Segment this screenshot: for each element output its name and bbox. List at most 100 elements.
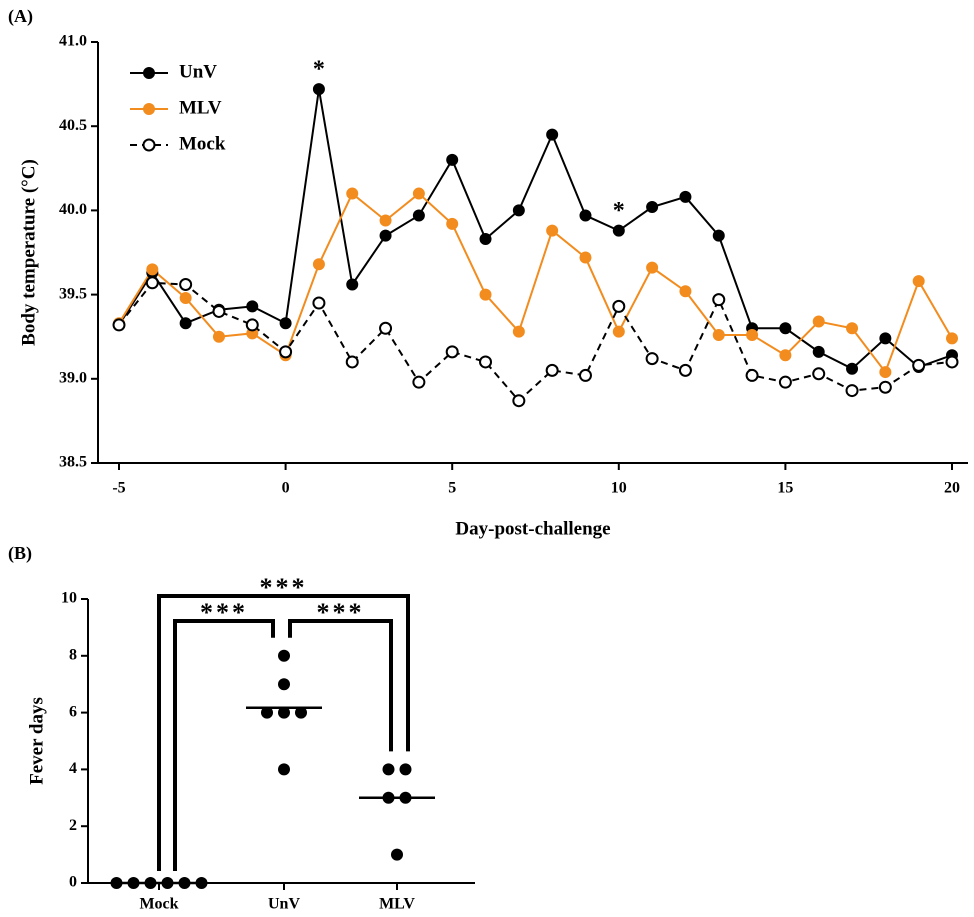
y-tick-label: 39.0 — [59, 369, 87, 386]
data-point — [512, 394, 526, 408]
data-point — [446, 217, 459, 230]
data-point — [412, 375, 426, 389]
data-point — [261, 706, 273, 719]
data-point — [612, 325, 625, 338]
y-tick-label: 6 — [69, 703, 77, 720]
annotation: * — [613, 198, 625, 224]
x-tick-label: -5 — [112, 480, 125, 497]
data-point — [346, 187, 359, 200]
x-tick-label: MLV — [379, 896, 415, 913]
legend-marker — [143, 103, 155, 115]
data-point — [312, 83, 325, 96]
y-tick-label: 0 — [69, 874, 77, 891]
significance-bracket — [173, 619, 275, 871]
legend-marker — [142, 138, 156, 152]
data-point — [479, 288, 492, 301]
data-point — [546, 224, 559, 237]
y-tick-label: 41.0 — [59, 33, 87, 50]
y-axis-label: Fever days — [26, 697, 47, 785]
data-point — [646, 201, 659, 214]
data-point — [145, 276, 159, 290]
data-point — [179, 317, 192, 330]
data-point — [110, 877, 123, 889]
data-point — [946, 332, 958, 345]
data-point — [446, 153, 459, 166]
data-point — [512, 204, 525, 217]
data-point — [945, 355, 959, 369]
data-point — [745, 368, 759, 382]
panel-label: (A) — [8, 6, 33, 27]
legend-label: UnV — [179, 61, 217, 82]
data-point — [345, 355, 359, 369]
data-point — [479, 233, 492, 246]
legend-label: Mock — [179, 133, 226, 154]
data-point — [545, 363, 559, 377]
data-point — [612, 299, 626, 313]
data-point — [179, 291, 192, 304]
data-point — [578, 368, 592, 382]
data-point — [379, 229, 392, 242]
data-point — [746, 329, 759, 342]
data-point — [391, 848, 403, 861]
data-point — [645, 352, 659, 366]
y-axis-label: Body temperature (°C) — [18, 159, 39, 346]
data-point — [295, 706, 307, 719]
x-tick-label: Mock — [139, 896, 178, 913]
data-point — [779, 349, 792, 362]
data-point — [245, 318, 259, 332]
data-point — [312, 296, 326, 310]
data-point — [278, 763, 290, 776]
x-tick-label: 5 — [448, 480, 456, 497]
y-tick-label: 40.5 — [59, 117, 87, 134]
data-point — [912, 358, 926, 372]
data-point — [412, 209, 425, 222]
data-point — [579, 209, 592, 222]
data-point — [379, 214, 392, 227]
x-tick-label: 0 — [282, 480, 290, 497]
x-tick-label: 10 — [611, 480, 627, 497]
data-point — [846, 362, 859, 375]
x-tick-label: 20 — [944, 480, 960, 497]
data-point — [846, 322, 859, 335]
x-tick-label: UnV — [268, 896, 300, 913]
data-point — [412, 187, 425, 200]
data-point — [812, 345, 825, 358]
significance-label: *** — [200, 598, 248, 627]
y-tick-label: 38.5 — [59, 454, 87, 471]
data-point — [146, 263, 159, 276]
legend-marker — [143, 67, 155, 79]
data-point — [712, 229, 725, 242]
data-point — [878, 380, 892, 394]
series-line — [118, 88, 953, 370]
data-point — [179, 277, 193, 291]
y-tick-label: 40.0 — [59, 201, 87, 218]
y-tick-label: 4 — [69, 760, 77, 777]
data-point — [579, 251, 592, 264]
x-tick-label: 15 — [777, 480, 793, 497]
series-line — [118, 191, 953, 375]
data-point — [279, 345, 293, 359]
significance-label: *** — [260, 573, 308, 602]
data-point — [399, 763, 412, 776]
data-point — [879, 366, 892, 379]
data-point — [278, 678, 290, 691]
data-point — [212, 330, 225, 343]
data-point — [379, 321, 393, 335]
data-point — [445, 345, 459, 359]
data-point — [346, 278, 359, 291]
data-point — [812, 315, 825, 328]
data-point — [779, 322, 792, 335]
data-point — [679, 190, 692, 203]
y-tick-label: 39.5 — [59, 285, 87, 302]
data-point — [382, 763, 395, 776]
data-point — [195, 877, 208, 889]
significance-bracket — [288, 619, 393, 752]
data-point — [778, 375, 792, 389]
series-line — [118, 281, 953, 403]
legend-label: MLV — [179, 97, 222, 118]
data-point — [278, 649, 290, 662]
data-point — [912, 275, 925, 288]
data-point — [612, 224, 625, 237]
data-point — [278, 706, 290, 719]
